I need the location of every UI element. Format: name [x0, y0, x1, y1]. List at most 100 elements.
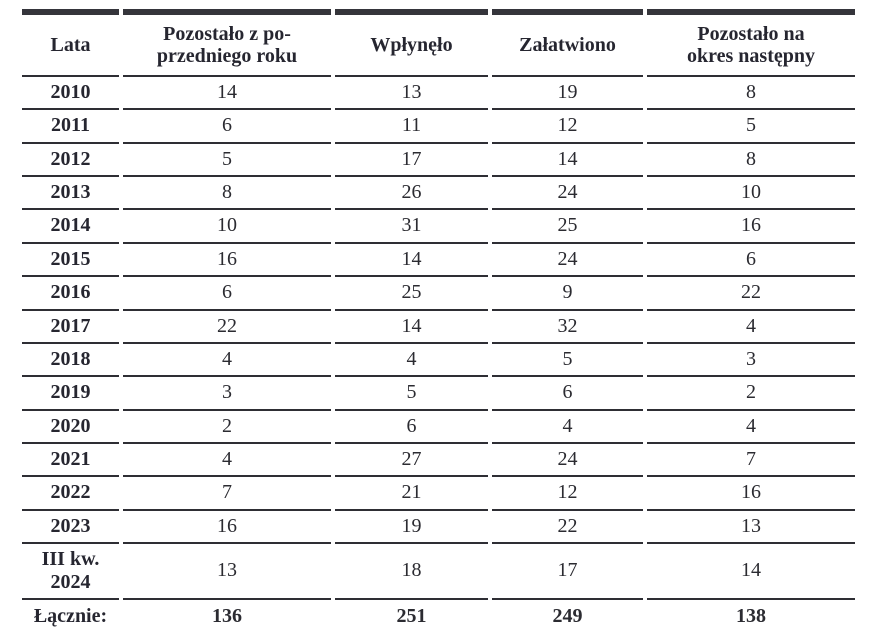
resolved-value: 9 — [492, 277, 643, 311]
total-carried-over: 136 — [123, 600, 331, 632]
received-value: 26 — [335, 177, 488, 211]
carried-over-value: 3 — [123, 377, 331, 411]
remaining-value: 8 — [647, 144, 855, 177]
remaining-value: 3 — [647, 344, 855, 378]
resolved-value: 32 — [492, 311, 643, 344]
year-label: 2018 — [22, 344, 119, 378]
year-label: 2023 — [22, 511, 119, 545]
year-label: 2019 — [22, 377, 119, 411]
resolved-value: 5 — [492, 344, 643, 378]
carried-over-value: 4 — [123, 444, 331, 478]
received-value: 18 — [335, 544, 488, 601]
resolved-value: 24 — [492, 177, 643, 211]
remaining-value: 8 — [647, 77, 855, 111]
column-header-received: Wpłynęło — [335, 9, 488, 77]
year-label: III kw. 2024 — [22, 544, 119, 601]
year-label: 2020 — [22, 411, 119, 445]
year-label: 2014 — [22, 210, 119, 244]
carried-over-value: 2 — [123, 411, 331, 445]
carried-over-value: 6 — [123, 110, 331, 144]
year-label: 2015 — [22, 244, 119, 278]
total-resolved: 249 — [492, 600, 643, 632]
received-value: 14 — [335, 244, 488, 278]
remaining-value: 7 — [647, 444, 855, 478]
total-row: Łącznie: 136 251 249 138 — [22, 600, 855, 632]
carried-over-value: 14 — [123, 77, 331, 111]
table-row: 2020 2 6 4 4 — [22, 411, 855, 445]
resolved-value: 24 — [492, 444, 643, 478]
remaining-value: 16 — [647, 210, 855, 244]
received-value: 11 — [335, 110, 488, 144]
carried-over-value: 4 — [123, 344, 331, 378]
table-row: 2014 10 31 25 16 — [22, 210, 855, 244]
remaining-value: 5 — [647, 110, 855, 144]
table-row: 2015 16 14 24 6 — [22, 244, 855, 278]
table-row: 2021 4 27 24 7 — [22, 444, 855, 478]
table-row: 2016 6 25 9 22 — [22, 277, 855, 311]
header-row: Lata Pozostało z po- przedniego roku Wpł… — [22, 9, 855, 77]
table-row: 2018 4 4 5 3 — [22, 344, 855, 378]
received-value: 13 — [335, 77, 488, 111]
table-row: 2012 5 17 14 8 — [22, 144, 855, 177]
column-header-remaining: Pozostało na okres następny — [647, 9, 855, 77]
year-label: 2017 — [22, 311, 119, 344]
received-value: 14 — [335, 311, 488, 344]
received-value: 6 — [335, 411, 488, 445]
received-value: 5 — [335, 377, 488, 411]
carried-over-value: 13 — [123, 544, 331, 601]
carried-over-value: 10 — [123, 210, 331, 244]
column-header-resolved: Załatwiono — [492, 9, 643, 77]
carried-over-value: 7 — [123, 477, 331, 511]
year-label: 2022 — [22, 477, 119, 511]
carried-over-value: 8 — [123, 177, 331, 211]
remaining-value: 4 — [647, 411, 855, 445]
received-value: 17 — [335, 144, 488, 177]
remaining-value: 2 — [647, 377, 855, 411]
table-row: 2023 16 19 22 13 — [22, 511, 855, 545]
remaining-value: 4 — [647, 311, 855, 344]
resolved-value: 24 — [492, 244, 643, 278]
resolved-value: 12 — [492, 477, 643, 511]
resolved-value: 4 — [492, 411, 643, 445]
year-label: 2016 — [22, 277, 119, 311]
table-row: 2017 22 14 32 4 — [22, 311, 855, 344]
year-label: 2011 — [22, 110, 119, 144]
resolved-value: 12 — [492, 110, 643, 144]
resolved-value: 22 — [492, 511, 643, 545]
table-row: 2011 6 11 12 5 — [22, 110, 855, 144]
received-value: 4 — [335, 344, 488, 378]
table-row: 2022 7 21 12 16 — [22, 477, 855, 511]
remaining-value: 13 — [647, 511, 855, 545]
received-value: 19 — [335, 511, 488, 545]
total-remaining: 138 — [647, 600, 855, 632]
resolved-value: 19 — [492, 77, 643, 111]
remaining-value: 14 — [647, 544, 855, 601]
carried-over-value: 16 — [123, 511, 331, 545]
year-label: 2021 — [22, 444, 119, 478]
column-header-carried-over: Pozostało z po- przedniego roku — [123, 9, 331, 77]
table-row: III kw. 2024 13 18 17 14 — [22, 544, 855, 601]
carried-over-value: 22 — [123, 311, 331, 344]
case-statistics-table: Lata Pozostało z po- przedniego roku Wpł… — [18, 9, 859, 632]
received-value: 31 — [335, 210, 488, 244]
resolved-value: 25 — [492, 210, 643, 244]
column-header-years: Lata — [22, 9, 119, 77]
carried-over-value: 5 — [123, 144, 331, 177]
table-row: 2010 14 13 19 8 — [22, 77, 855, 111]
year-label: 2012 — [22, 144, 119, 177]
remaining-value: 22 — [647, 277, 855, 311]
table-row: 2013 8 26 24 10 — [22, 177, 855, 211]
received-value: 27 — [335, 444, 488, 478]
remaining-value: 6 — [647, 244, 855, 278]
carried-over-value: 16 — [123, 244, 331, 278]
remaining-value: 16 — [647, 477, 855, 511]
total-label: Łącznie: — [22, 600, 119, 632]
total-received: 251 — [335, 600, 488, 632]
received-value: 25 — [335, 277, 488, 311]
table-row: 2019 3 5 6 2 — [22, 377, 855, 411]
remaining-value: 10 — [647, 177, 855, 211]
year-label: 2013 — [22, 177, 119, 211]
year-label: 2010 — [22, 77, 119, 111]
carried-over-value: 6 — [123, 277, 331, 311]
resolved-value: 14 — [492, 144, 643, 177]
